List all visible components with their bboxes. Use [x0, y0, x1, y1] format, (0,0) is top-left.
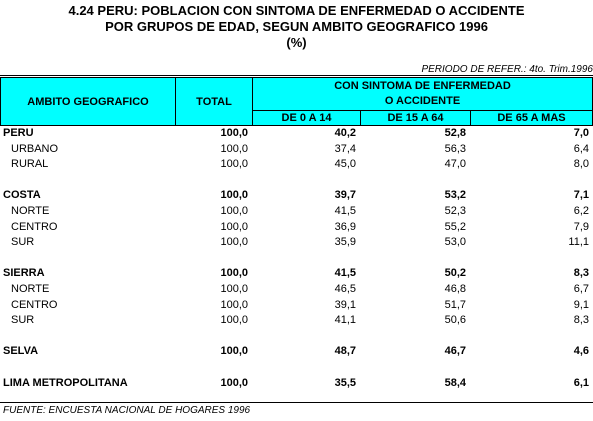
cell: 11,1	[568, 236, 589, 249]
cell: 7,9	[573, 220, 589, 233]
cell: 100,0	[220, 283, 248, 295]
row-label: CENTRO	[11, 298, 58, 311]
cell: 7,1	[573, 189, 589, 202]
title-line: (%)	[286, 35, 307, 50]
title-line: 4.24 PERU: POBLACION CON SINTOMA DE ENFE…	[68, 3, 525, 18]
cell: 55,2	[444, 220, 466, 233]
cell: 100,0	[220, 220, 248, 233]
cell: 53,0	[444, 236, 466, 249]
header-cell: CON SINTOMA DE ENFERMEDAD O ACCIDENTE	[252, 77, 593, 111]
cell: 39,1	[334, 298, 356, 311]
row-label: SUR	[11, 314, 35, 327]
header-cell: DE 0 A 14	[252, 110, 361, 126]
cell: 41,1	[334, 314, 356, 327]
cell: 50,2	[444, 267, 466, 280]
cell: 100,0	[220, 189, 248, 202]
row-label: CENTRO	[11, 220, 58, 233]
cell: 100,0	[220, 298, 248, 311]
cell: 46,5	[334, 283, 356, 295]
row-label: LIMA METROPOLITANA	[3, 376, 128, 389]
row-label: SELVA	[3, 345, 39, 358]
header-cell: TOTAL	[175, 77, 253, 126]
rule	[0, 402, 593, 403]
cell: 53,2	[444, 189, 466, 202]
header-cell: DE 15 A 64	[360, 110, 471, 126]
cell: 35,5	[334, 376, 356, 389]
cell: 35,9	[334, 236, 356, 249]
cell: 47,0	[444, 158, 466, 171]
row-label: NORTE	[11, 205, 50, 217]
cell: 100,0	[220, 345, 248, 358]
cell: 7,0	[573, 127, 589, 139]
cell: 46,8	[444, 283, 466, 295]
row-label: RURAL	[11, 158, 49, 171]
cell: 9,1	[573, 298, 589, 311]
row-label: SUR	[11, 236, 35, 249]
cell: 48,7	[334, 345, 356, 358]
header-cell: DE 65 A MAS	[470, 110, 593, 126]
period: PERIODO DE REFER.: 4to. Trim.1996	[421, 64, 593, 75]
cell: 100,0	[220, 127, 248, 139]
cell: 6,2	[573, 205, 589, 217]
row-label: NORTE	[11, 283, 50, 295]
cell: 100,0	[220, 205, 248, 217]
cell: 100,0	[220, 376, 248, 389]
cell: 56,3	[444, 142, 466, 155]
cell: 50,6	[444, 314, 466, 327]
cell: 40,2	[334, 127, 356, 139]
cell: 100,0	[220, 267, 248, 280]
row-label: PERU	[3, 127, 34, 139]
header-line: CON SINTOMA DE ENFERMEDAD	[334, 80, 511, 92]
header-line: O ACCIDENTE	[384, 95, 461, 107]
cell: 100,0	[220, 236, 248, 249]
source: FUENTE: ENCUESTA NACIONAL DE HOGARES 199…	[3, 405, 251, 416]
cell: 39,7	[334, 189, 356, 202]
cell: 100,0	[220, 314, 248, 327]
cell: 8,3	[573, 314, 589, 327]
cell: 6,1	[573, 376, 589, 389]
cell: 6,4	[573, 142, 589, 155]
header-cell: AMBITO GEOGRAFICO	[0, 77, 176, 126]
row-label: SIERRA	[3, 267, 45, 280]
cell: 6,7	[573, 283, 589, 295]
cell: 36,9	[334, 220, 356, 233]
cell: 51,7	[444, 298, 466, 311]
cell: 37,4	[334, 142, 356, 155]
cell: 58,4	[444, 376, 466, 389]
cell: 100,0	[220, 142, 248, 155]
cell: 4,6	[573, 345, 589, 358]
row-label: URBANO	[11, 142, 59, 155]
cell: 41,5	[334, 267, 356, 280]
cell: 100,0	[220, 158, 248, 171]
cell: 8,0	[573, 158, 589, 171]
title-line: POR GRUPOS DE EDAD, SEGUN AMBITO GEOGRAF…	[105, 19, 488, 34]
rule	[0, 75, 593, 76]
row-label: COSTA	[3, 189, 41, 202]
cell: 8,3	[573, 267, 589, 280]
cell: 52,3	[444, 205, 466, 217]
cell: 52,8	[444, 127, 466, 139]
cell: 46,7	[444, 345, 466, 358]
cell: 45,0	[334, 158, 356, 171]
cell: 41,5	[334, 205, 356, 217]
